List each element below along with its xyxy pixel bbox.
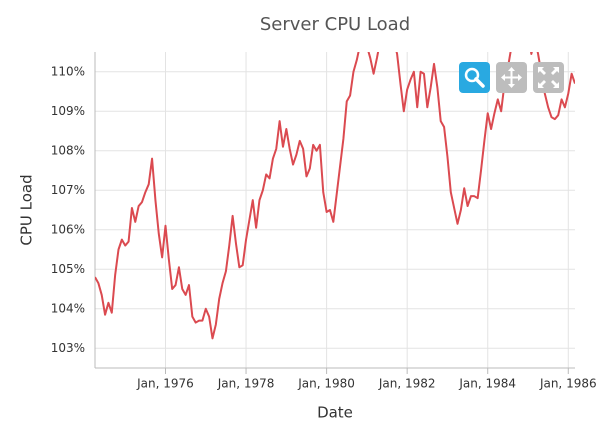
y-tick-label: 110% <box>51 64 85 78</box>
y-tick-label: 105% <box>51 262 85 276</box>
x-tick-label: Jan, 1986 <box>539 377 597 391</box>
y-tick-label: 106% <box>51 222 85 236</box>
data-line <box>95 52 575 340</box>
grid <box>95 52 575 368</box>
y-tick-label: 108% <box>51 143 85 157</box>
y-tick-label: 104% <box>51 301 85 315</box>
y-tick-label: 103% <box>51 341 85 355</box>
x-tick-label: Jan, 1984 <box>458 377 516 391</box>
x-tick-label: Jan, 1980 <box>297 377 355 391</box>
y-axis-title: CPU Load <box>18 174 36 245</box>
x-tick-label: Jan, 1982 <box>378 377 436 391</box>
x-tick-label: Jan, 1976 <box>136 377 194 391</box>
x-axis-title: Date <box>317 404 353 422</box>
toolbar <box>459 62 564 93</box>
plot-area <box>95 52 575 340</box>
chart-title: Server CPU Load <box>260 14 410 35</box>
reset-button[interactable] <box>533 62 564 93</box>
zoom-button[interactable] <box>459 62 490 93</box>
y-tick-label: 107% <box>51 183 85 197</box>
pan-button[interactable] <box>496 62 527 93</box>
y-tick-label: 109% <box>51 104 85 118</box>
x-tick-label: Jan, 1978 <box>217 377 275 391</box>
